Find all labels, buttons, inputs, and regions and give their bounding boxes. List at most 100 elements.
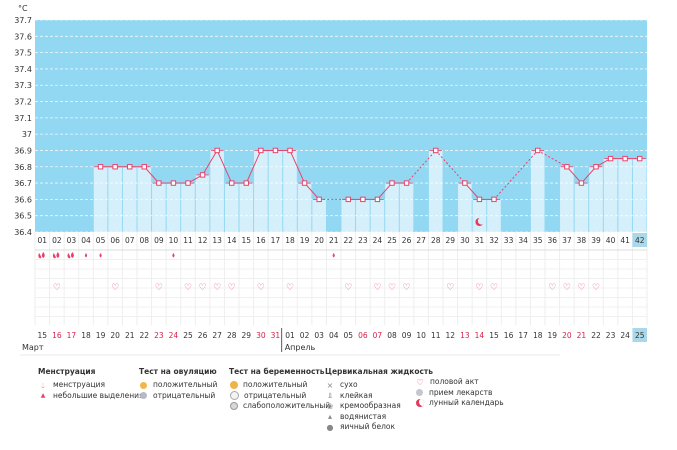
y-tick-label: 36.6 [14, 195, 32, 204]
temperature-point [462, 180, 468, 186]
temperature-point [389, 180, 395, 186]
temperature-bar [632, 158, 647, 232]
temperature-bar [152, 183, 166, 232]
temperature-bar [428, 150, 443, 232]
temperature-bar [574, 183, 589, 232]
small-drop-icon [172, 253, 175, 258]
legend-heading: Цервикальная жидкость [325, 367, 434, 376]
legend-label: положительный [243, 380, 308, 389]
date-label: 21 [125, 331, 135, 340]
temperature-line-segment [406, 150, 437, 184]
cycle-day-label: 42 [635, 236, 645, 245]
date-label: 13 [460, 331, 470, 340]
cycle-day-label: 03 [67, 236, 77, 245]
legend-item: положительный [139, 380, 217, 391]
cycle-day-label: 04 [81, 236, 91, 245]
heart-icon: ♡ [490, 283, 498, 293]
sun-negative-icon [140, 392, 147, 400]
small-drop-icon [84, 253, 88, 258]
cycle-day-label: 36 [548, 236, 558, 245]
temperature-bar [166, 183, 181, 232]
cycle-day-label: 01 [38, 236, 48, 245]
legend-heading: Менструация [38, 367, 96, 376]
temperature-point [229, 180, 235, 186]
temperature-point [433, 147, 439, 154]
temperature-line-segment [493, 150, 539, 200]
legend: Менструация 💧︎ менструация ▲ небольшие в… [38, 367, 638, 447]
heart-icon: ♡ [388, 283, 396, 293]
date-label: 11 [431, 331, 441, 340]
legend-item: ● яичный белок [325, 422, 433, 433]
heavy-drop-icon [56, 252, 60, 258]
date-label: 07 [373, 331, 383, 340]
legend-item: отрицательный [229, 391, 330, 402]
date-label: 15 [489, 331, 499, 340]
y-tick-label: 36.8 [14, 163, 32, 172]
legend-item: ▲ небольшие выделения [38, 391, 144, 402]
legend-label: кремообразная [340, 401, 401, 410]
month-label: Март [22, 343, 44, 352]
cycle-day-label: 20 [314, 236, 324, 245]
legend-cervical-fluid: Цервикальная жидкость × сухо ⫫ клейкая ❀… [325, 367, 433, 433]
date-label: 25 [635, 331, 645, 340]
cycle-day-label: 32 [489, 236, 499, 245]
temperature-bar [341, 199, 356, 232]
y-tick-label: 36.9 [14, 146, 32, 155]
cycle-day-label: 23 [358, 236, 368, 245]
temperature-point [272, 147, 279, 154]
y-tick-label: 37.6 [14, 32, 32, 41]
moon-icon-cutout [477, 217, 486, 225]
date-label: 21 [577, 331, 587, 340]
heavy-drop-icon [67, 253, 71, 259]
date-label: 30 [256, 331, 266, 340]
heart-icon: ♡ [446, 283, 454, 293]
sticky-icon: ⫫ [327, 391, 333, 401]
heavy-drop-icon: 💧︎ [41, 380, 45, 390]
y-tick-label: 37.5 [14, 49, 32, 58]
date-label: 18 [81, 331, 91, 340]
temperature-point [301, 180, 308, 186]
heart-icon: ♡ [257, 283, 265, 293]
y-tick-label: 37.7 [14, 16, 32, 25]
temperature-point [214, 147, 220, 154]
date-label: 29 [242, 331, 252, 340]
date-label: 20 [562, 331, 572, 340]
cycle-day-label: 08 [140, 236, 150, 245]
cycle-day-label: 33 [504, 236, 514, 245]
pregnancy-weak-icon [230, 402, 238, 411]
legend-ovulation-test: Тест на овуляцию положительный отрицател… [139, 367, 217, 401]
legend-label: прием лекарств [429, 387, 493, 397]
temperature-bar [268, 150, 283, 232]
temperature-point [476, 196, 483, 203]
pregnancy-negative-icon [230, 391, 239, 401]
dry-icon: × [326, 380, 334, 390]
date-label: 19 [548, 331, 558, 340]
date-label: 10 [416, 331, 426, 340]
temperature-point [403, 180, 410, 186]
y-tick-label: 37.3 [14, 81, 32, 90]
legend-item: ❀ кремообразная [325, 401, 433, 412]
date-label: 05 [344, 331, 354, 340]
legend-item: ▴ водянистая [325, 412, 433, 423]
temperature-bar [472, 199, 487, 232]
legend-item: 💧︎ менструация [38, 380, 144, 391]
legend-label: сухо [340, 380, 358, 389]
cycle-day-label: 38 [577, 236, 587, 245]
heart-icon: ♡ [416, 377, 424, 387]
date-label: 20 [110, 331, 120, 340]
y-tick-label: 37.1 [14, 114, 32, 123]
heart-icon: ♡ [563, 283, 571, 293]
temperature-point [593, 164, 599, 170]
heart-icon: ♡ [475, 283, 483, 293]
y-tick-label: 36.5 [14, 212, 32, 221]
cycle-day-label: 14 [227, 236, 237, 245]
legend-label: отрицательный [244, 390, 307, 400]
temperature-bar [603, 158, 618, 232]
date-label: 02 [300, 331, 310, 340]
cycle-day-label: 39 [591, 236, 601, 245]
cycle-day-label: 24 [373, 236, 383, 245]
temperature-point [491, 196, 497, 203]
temperature-point [360, 196, 366, 203]
date-label: 17 [518, 331, 528, 340]
temperature-point [170, 180, 177, 186]
